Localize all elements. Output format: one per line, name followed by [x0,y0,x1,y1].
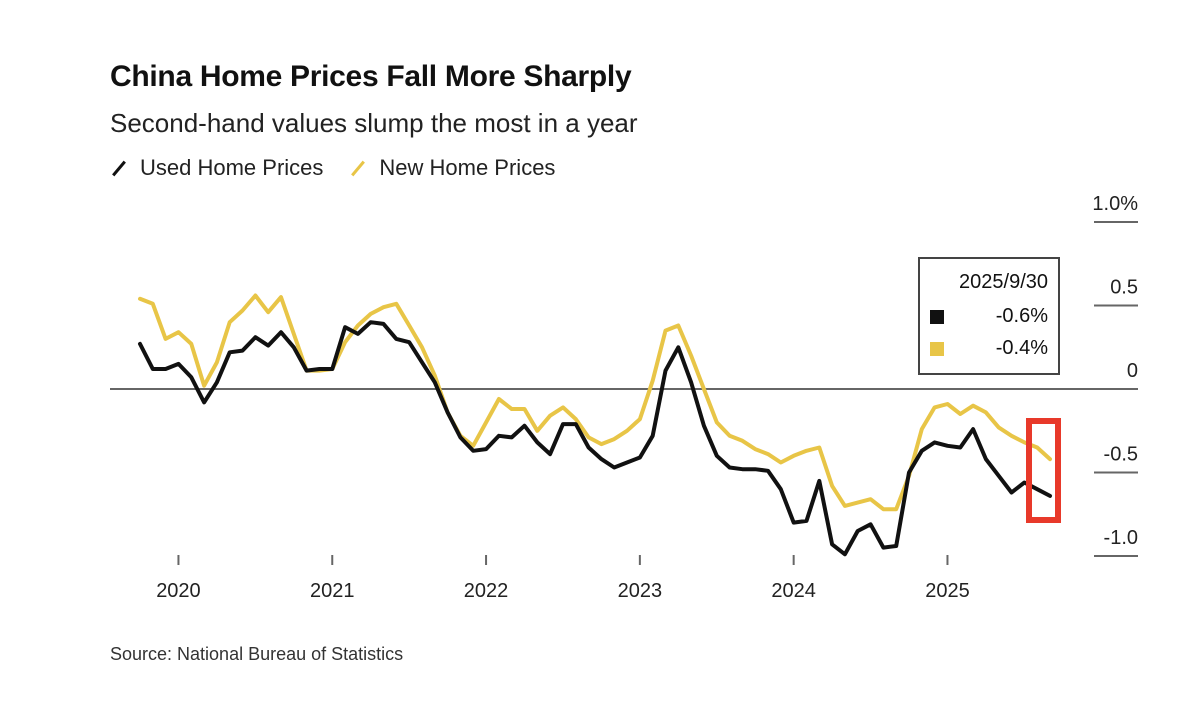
series-line-new-home-prices [138,293,1052,512]
highlight-box [1026,418,1061,523]
x-tick-label: 2024 [771,580,816,602]
y-tick-label: 1.0% [1092,193,1138,215]
tooltip-value: -0.6% [995,305,1048,327]
x-tick-label: 2021 [310,580,355,602]
x-tick-label: 2020 [156,580,201,602]
chart-subtitle: Second-hand values slump the most in a y… [110,108,638,138]
square-icon [930,341,944,356]
legend-item-used: Used Home Prices [110,155,323,181]
source-note: Source: National Bureau of Statistics [110,644,404,664]
y-tick-label: -1.0 [1104,527,1138,549]
legend: Used Home Prices New Home Prices [110,155,581,181]
chart-title: China Home Prices Fall More Sharply [110,60,632,93]
square-icon [930,309,944,324]
tooltip-date: 2025/9/30 [959,271,1048,293]
tooltip-value: -0.4% [995,337,1048,359]
x-tick-label: 2023 [618,580,663,602]
y-tick-label: -0.5 [1104,444,1138,466]
legend-item-new: New Home Prices [349,155,555,181]
tooltip: 2025/9/30 -0.6% -0.4% [918,257,1060,375]
series-line-used-home-prices [138,320,1052,557]
tooltip-row-new: -0.4% [930,337,1048,360]
y-tick-label: 0 [1127,360,1138,382]
tooltip-row-used: -0.6% [930,305,1048,328]
y-tick-label: 0.5 [1110,277,1138,299]
legend-label: New Home Prices [379,155,556,180]
x-tick-label: 2022 [464,580,509,602]
legend-label: Used Home Prices [140,155,324,180]
x-tick-label: 2025 [925,580,970,602]
